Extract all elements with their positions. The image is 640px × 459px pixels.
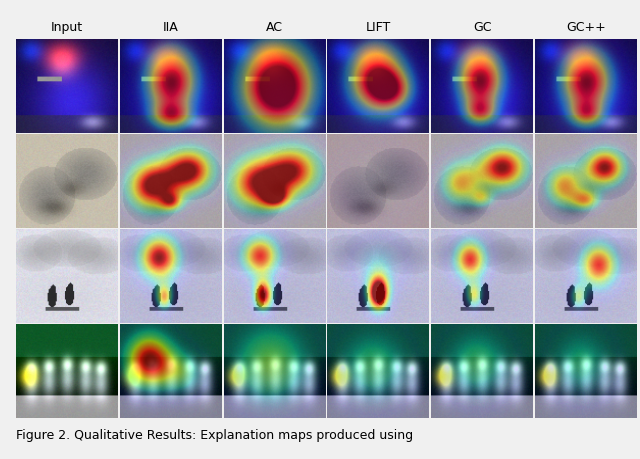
- Text: AC: AC: [266, 21, 283, 34]
- Text: IIA: IIA: [163, 21, 179, 34]
- Text: GC: GC: [473, 21, 492, 34]
- Text: Input: Input: [51, 21, 83, 34]
- Text: GC++: GC++: [566, 21, 605, 34]
- Text: LIFT: LIFT: [365, 21, 391, 34]
- Text: Figure 2. Qualitative Results: Explanation maps produced using: Figure 2. Qualitative Results: Explanati…: [16, 429, 413, 442]
